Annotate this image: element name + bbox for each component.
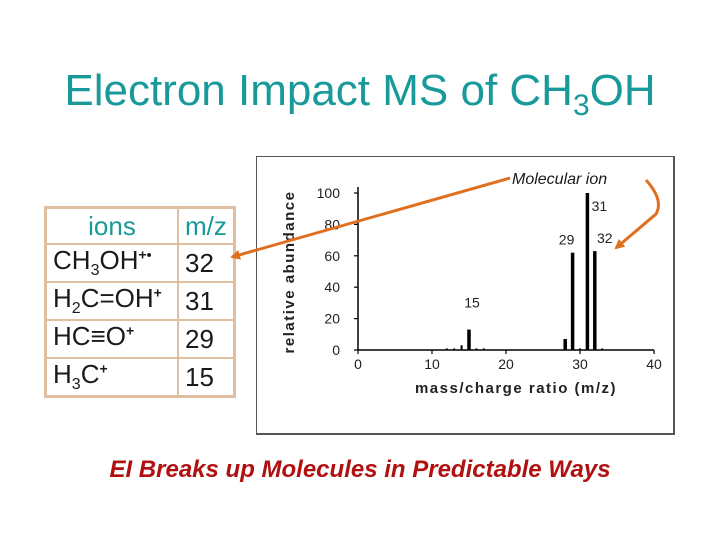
spectrum-bar (460, 345, 463, 350)
spectrum-bar (601, 348, 604, 350)
ion-mz: 29 (176, 319, 236, 359)
x-tick-label: 40 (646, 356, 662, 372)
slide-title: Electron Impact MS of CH3OH (0, 66, 720, 123)
y-tick-label: 60 (324, 248, 340, 264)
spectrum-bar (453, 348, 456, 350)
x-tick-label: 10 (424, 356, 440, 372)
slide-caption: EI Breaks up Molecules in Predictable Wa… (109, 456, 611, 483)
spectrum-bar (445, 348, 448, 350)
peak-label: 15 (464, 295, 480, 311)
y-tick-label: 20 (324, 311, 340, 327)
arrow-to-table (230, 176, 511, 260)
y-tick-label: 100 (317, 185, 341, 201)
ion-table: ions m/z CH3OH+• 32 H2C=OH+ 31 HC≡O+ 29 … (44, 206, 236, 398)
x-tick-label: 20 (498, 356, 514, 372)
spectrum-bar (579, 348, 581, 350)
x-axis-label: mass/charge ratio (m/z) (415, 380, 617, 397)
x-tick-label: 0 (354, 356, 362, 372)
ion-mz: 31 (176, 281, 236, 321)
ion-formula: H3C+ (44, 357, 179, 398)
title-tail: OH (589, 66, 656, 115)
spectrum-bar (585, 193, 590, 350)
spectrum-bar (482, 348, 485, 350)
table-row: CH3OH+• 32 (44, 243, 236, 283)
ion-mz: 15 (176, 357, 236, 398)
header-mz: m/z (176, 206, 236, 245)
ion-formula: H2C=OH+ (44, 281, 179, 321)
title-subscript: 3 (572, 89, 590, 122)
table-row: H3C+ 15 (44, 357, 236, 398)
header-ions: ions (44, 206, 179, 245)
spectrum-bar (475, 348, 478, 350)
peak-label: 31 (592, 198, 608, 214)
spectrum-bar (467, 329, 471, 350)
spectrum-bar (570, 252, 575, 350)
ion-mz: 32 (176, 243, 236, 283)
table-row: H2C=OH+ 31 (44, 281, 236, 321)
ion-formula: CH3OH+• (44, 243, 179, 283)
y-axis-label: relative abundance (281, 191, 298, 354)
peak-label: 32 (597, 230, 613, 246)
spectrum-bar (593, 251, 597, 350)
chart-frame (256, 156, 675, 435)
peak-label: 29 (559, 232, 575, 248)
title-main: Electron Impact MS of CH (64, 66, 573, 115)
x-tick-label: 30 (572, 356, 588, 372)
ion-formula: HC≡O+ (44, 319, 179, 359)
y-tick-label: 0 (332, 342, 340, 358)
arrow-to-peak (614, 178, 660, 250)
y-tick-label: 40 (324, 279, 340, 295)
spectrum-bar (563, 339, 567, 350)
table-header-row: ions m/z (44, 206, 236, 245)
molecular-ion-label: Molecular ion (512, 171, 607, 188)
table-row: HC≡O+ 29 (44, 319, 236, 359)
